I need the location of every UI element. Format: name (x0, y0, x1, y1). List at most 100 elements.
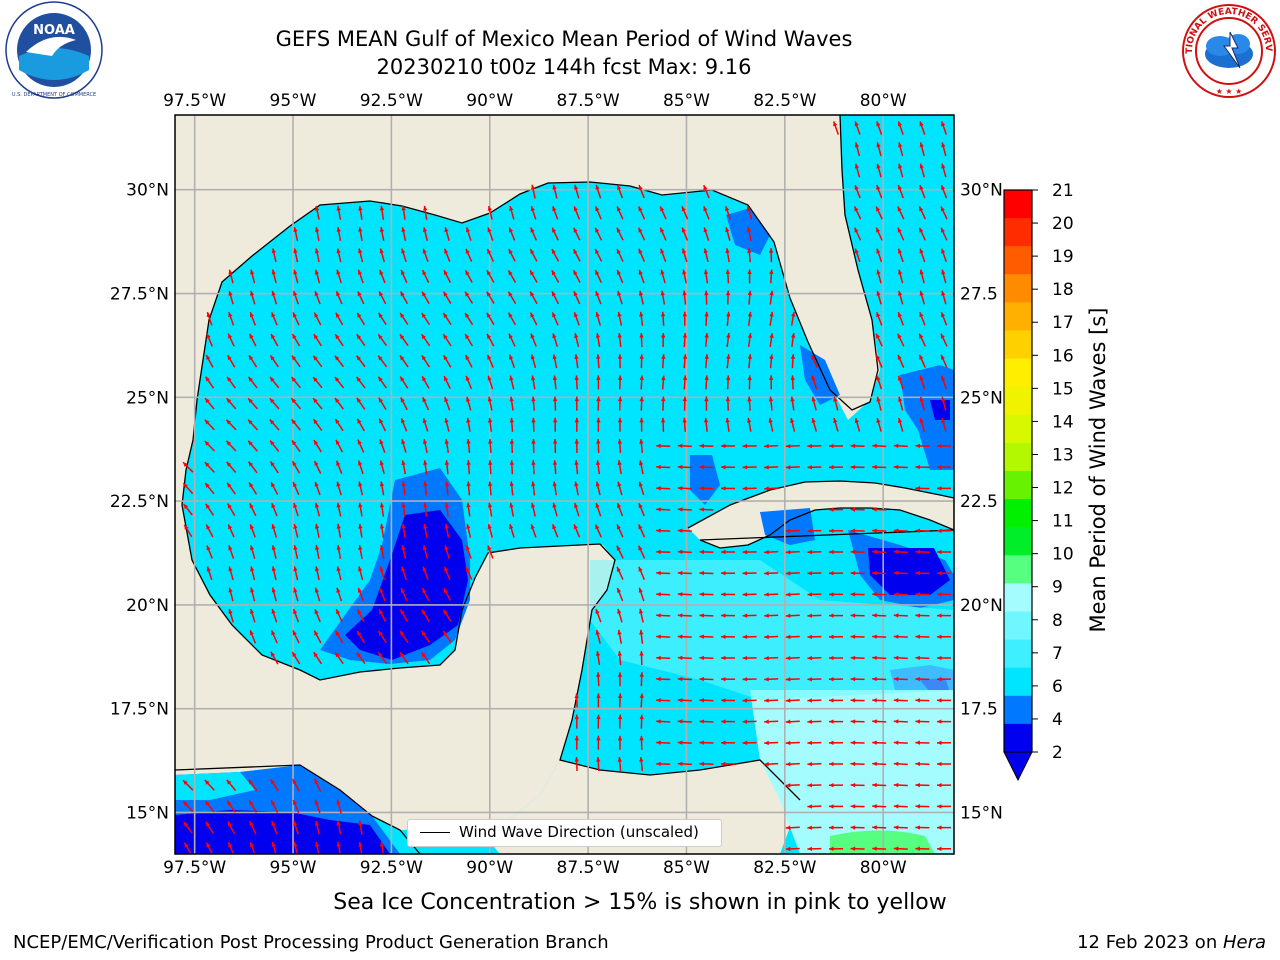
wind-arrow (442, 291, 452, 304)
wind-arrow (940, 184, 948, 199)
wind-arrow (509, 502, 515, 517)
wind-arrow (228, 269, 234, 284)
wind-arrow (596, 756, 601, 772)
wind-arrow (720, 486, 736, 491)
wind-arrow (509, 523, 515, 538)
wind-arrow (228, 290, 234, 305)
wind-arrow (747, 290, 752, 305)
wind-arrow (248, 779, 258, 792)
wind-arrow (828, 677, 844, 682)
wind-arrow (271, 269, 277, 284)
colorbar-extend-arrow (1003, 751, 1033, 782)
wind-arrow (876, 375, 883, 390)
wind-arrow (828, 592, 844, 597)
wind-arrow (638, 481, 645, 496)
wind-arrow (915, 549, 930, 555)
wind-arrow (656, 719, 671, 724)
wind-arrow (509, 396, 514, 411)
wind-arrow (656, 549, 671, 555)
wind-arrow (790, 375, 795, 390)
wind-arrow (699, 719, 714, 724)
wind-arrow (335, 460, 343, 474)
wind-arrow (682, 311, 687, 326)
noaa-logo-text: NOAA (33, 23, 75, 38)
wind-arrow (314, 481, 321, 496)
wind-arrow (530, 354, 537, 369)
wind-arrow (358, 502, 363, 517)
wind-arrow (227, 333, 235, 347)
wind-arrow (421, 269, 430, 284)
wind-arrow (594, 248, 603, 262)
wind-arrow (747, 311, 753, 326)
wind-arrow (850, 825, 865, 830)
wind-arrow (660, 290, 666, 305)
wind-arrow (893, 592, 908, 597)
wind-arrow (747, 332, 753, 348)
wind-arrow (850, 613, 865, 618)
wind-arrow (682, 375, 688, 390)
wind-arrow (747, 269, 752, 284)
wind-arrow (336, 205, 342, 220)
wind-arrow (893, 634, 908, 639)
wind-arrow (704, 332, 709, 348)
wind-arrow (486, 248, 495, 262)
wind-arrow (850, 528, 865, 533)
wind-arrow (828, 783, 844, 788)
wind-arrow (400, 587, 408, 602)
wind-arrow (226, 354, 236, 368)
wind-arrow (336, 544, 342, 560)
wind-arrow (915, 486, 930, 491)
wind-arrow (876, 417, 882, 432)
wind-arrow (357, 460, 364, 475)
wind-arrow (574, 417, 579, 432)
wind-arrow (828, 825, 844, 830)
wind-arrow (379, 502, 385, 517)
wind-arrow (915, 761, 930, 767)
wind-arrow (291, 418, 301, 431)
wind-arrow (940, 312, 948, 326)
wind-arrow (205, 376, 215, 389)
wind-arrow (552, 354, 558, 369)
wind-arrow (444, 438, 450, 454)
wind-arrow (872, 634, 887, 639)
wind-arrow (249, 502, 257, 517)
wind-arrow (936, 740, 952, 745)
wind-arrow (596, 375, 601, 390)
wind-arrow (270, 799, 279, 813)
wind-arrow (656, 655, 671, 661)
wind-arrow (358, 566, 364, 581)
wind-arrow (486, 291, 495, 304)
wind-arrow (941, 375, 947, 390)
wind-arrow (872, 698, 887, 703)
wind-arrow (699, 613, 714, 618)
wind-arrow (617, 311, 623, 326)
wind-arrow (400, 418, 408, 432)
wind-arrow (919, 248, 926, 263)
wind-arrow (466, 460, 471, 475)
wind-arrow (893, 655, 908, 661)
wind-arrow (443, 375, 451, 390)
wind-arrow (574, 333, 580, 347)
wind-arrow (764, 698, 779, 703)
wind-arrow (312, 376, 323, 389)
wind-arrow (811, 417, 818, 432)
wind-arrow (466, 438, 471, 454)
wind-arrow (509, 417, 514, 432)
wind-arrow (681, 248, 688, 263)
wind-arrow (573, 290, 581, 305)
wind-arrow (893, 782, 908, 788)
wind-arrow (833, 396, 839, 411)
wind-arrow (811, 396, 817, 411)
wind-arrow (656, 761, 671, 767)
wind-arrow (401, 226, 407, 242)
wind-arrow (206, 566, 213, 581)
wind-arrow (249, 630, 257, 644)
wind-arrow (872, 592, 887, 597)
colorbar-swatch (1004, 723, 1032, 753)
wind-arrow (785, 740, 800, 746)
wind-arrow (872, 676, 887, 682)
wind-arrow (443, 248, 451, 262)
wind-arrow (270, 630, 278, 644)
wind-arrow (875, 354, 883, 368)
colorbar-tick-label: 9 (1052, 578, 1063, 598)
